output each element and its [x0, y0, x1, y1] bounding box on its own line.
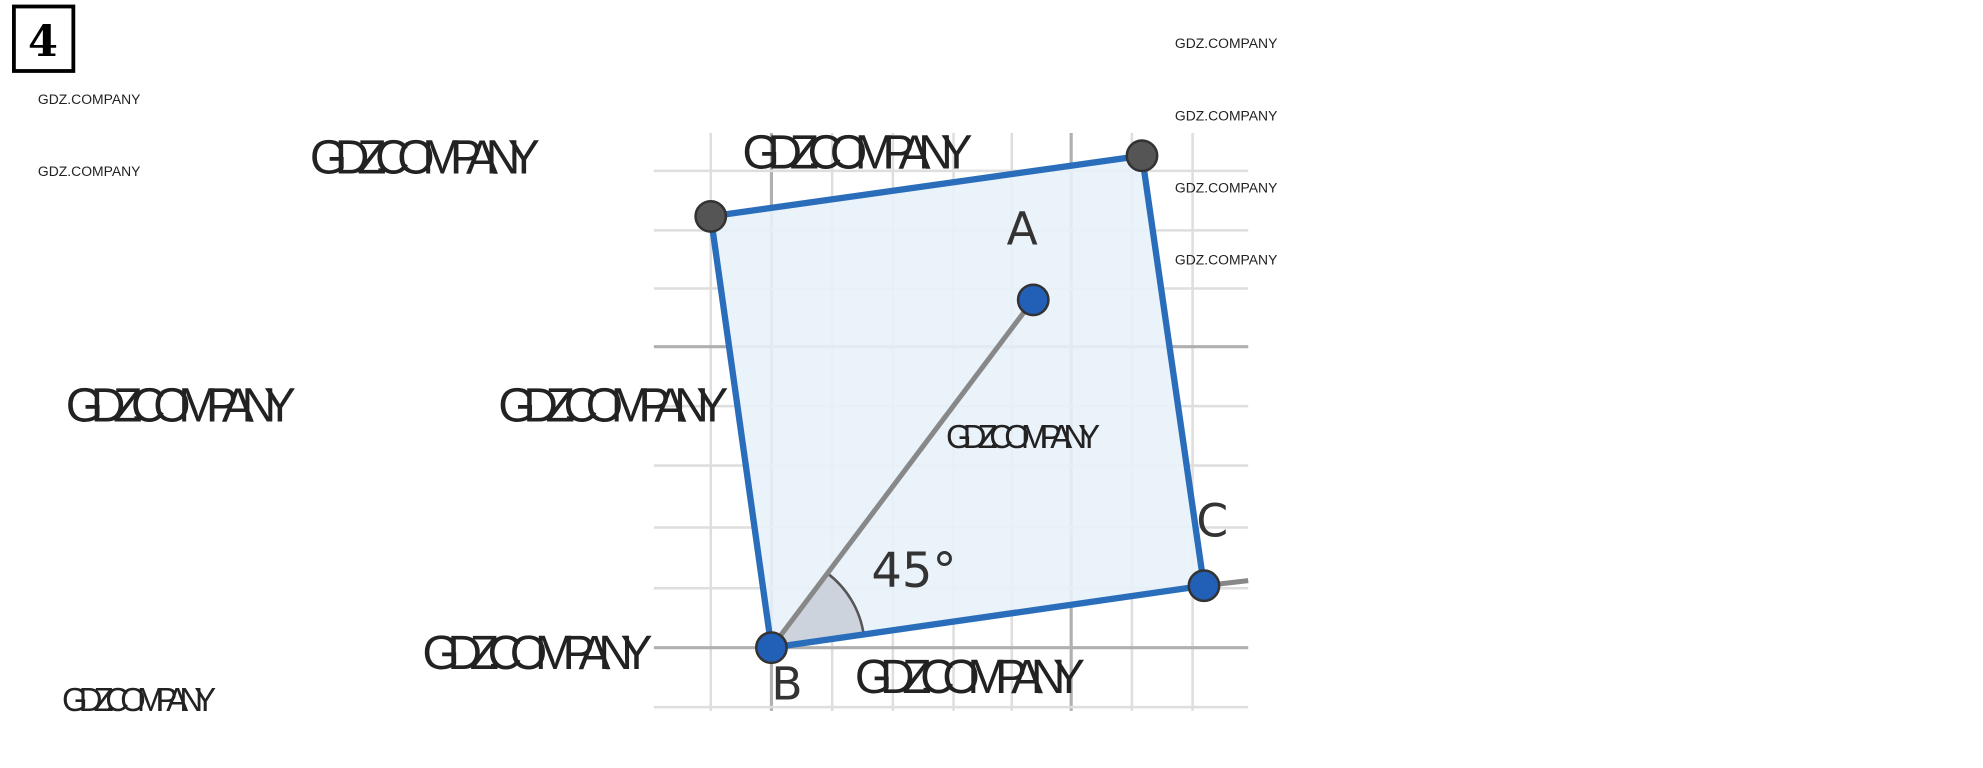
- point-b[interactable]: [755, 631, 788, 665]
- point-a[interactable]: [1016, 283, 1050, 317]
- watermark: GDZ.COMPANY: [1175, 35, 1277, 51]
- angle-label: 45°: [871, 543, 956, 599]
- watermark: GDZ.COMPANY: [38, 163, 141, 179]
- watermark: GDZ.COMPANY: [66, 379, 296, 432]
- watermark: GDZ.COMPANY: [38, 91, 141, 107]
- watermark: GDZ.COMPANY: [855, 651, 1085, 704]
- label-a: A: [1007, 202, 1038, 255]
- vertex-top-left[interactable]: [694, 199, 728, 233]
- watermark: GDZ.COMPANY: [310, 131, 540, 184]
- vertex-top-right[interactable]: [1125, 139, 1159, 173]
- problem-number: 4: [28, 17, 58, 67]
- label-b: B: [771, 658, 802, 711]
- watermark: GDZ.COMPANY: [742, 126, 972, 179]
- watermark: GDZ.COMPANY: [422, 627, 652, 680]
- watermark: GDZ.COMPANY: [946, 418, 1100, 455]
- point-c[interactable]: [1187, 569, 1221, 603]
- segment-ba: [769, 298, 1036, 650]
- watermarks: GDZ.COMPANY GDZ.COMPANY GDZ.COMPANY GDZ.…: [38, 35, 1277, 718]
- watermark: GDZ.COMPANY: [498, 379, 728, 432]
- problem-number-box: 4: [12, 4, 76, 73]
- label-c: C: [1196, 494, 1228, 547]
- watermark: GDZ.COMPANY: [62, 681, 216, 718]
- watermark: GDZ.COMPANY: [1175, 107, 1277, 123]
- watermark: GDZ.COMPANY: [1175, 251, 1277, 267]
- watermark: GDZ.COMPANY: [1175, 179, 1277, 195]
